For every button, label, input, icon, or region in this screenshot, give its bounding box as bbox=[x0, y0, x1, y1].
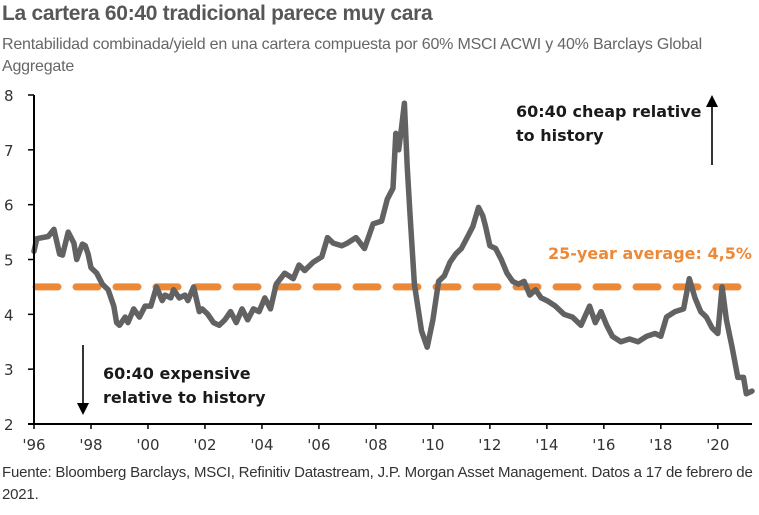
x-tick-label: '20 bbox=[706, 436, 729, 454]
x-ticks: '96 '98 '00 '02 '04 '06 '08 '10 '12 '14 '16 '18 '20 bbox=[22, 424, 729, 454]
arrow-up-icon bbox=[706, 95, 718, 165]
x-tick-label: '02 bbox=[193, 436, 216, 454]
annotation-cheap-line1: 60:40 cheap relative bbox=[516, 102, 702, 121]
series-layer bbox=[31, 100, 755, 397]
x-tick-label: '06 bbox=[307, 436, 330, 454]
x-tick-label: '14 bbox=[535, 436, 558, 454]
axes: 2 3 4 5 6 7 8 '96 '98 '00 '02 '04 '06 '08 '10 '12 '14 '1… bbox=[4, 87, 752, 454]
series-line bbox=[31, 100, 755, 397]
y-tick-label: 7 bbox=[4, 142, 14, 160]
chart-title: La cartera 60:40 tradicional parece muy … bbox=[2, 2, 433, 25]
annotation-expensive-line2: relative to history bbox=[103, 388, 266, 407]
x-tick-label: '18 bbox=[649, 436, 672, 454]
x-tick-label: '04 bbox=[250, 436, 273, 454]
annotation-cheap: 60:40 cheap relative to history bbox=[516, 95, 718, 165]
x-tick-label: '98 bbox=[79, 436, 102, 454]
annotation-expensive-line1: 60:40 expensive bbox=[103, 364, 251, 383]
x-tick-label: '12 bbox=[478, 436, 501, 454]
arrow-down-icon bbox=[77, 345, 89, 415]
x-tick-label: '16 bbox=[592, 436, 615, 454]
y-tick-label: 3 bbox=[4, 361, 14, 379]
x-tick-label: '08 bbox=[364, 436, 387, 454]
y-tick-label: 8 bbox=[4, 87, 14, 105]
y-tick-label: 6 bbox=[4, 197, 14, 215]
y-tick-label: 2 bbox=[4, 416, 14, 434]
y-ticks: 2 3 4 5 6 7 8 bbox=[4, 87, 34, 434]
y-tick-label: 5 bbox=[4, 252, 14, 270]
x-tick-label: '00 bbox=[136, 436, 159, 454]
annotation-cheap-line2: to history bbox=[516, 126, 604, 145]
annotation-expensive: 60:40 expensive relative to history bbox=[77, 345, 266, 415]
source-note: Fuente: Bloomberg Barclays, MSCI, Refini… bbox=[2, 464, 753, 503]
chart-subtitle: Rentabilidad combinada/yield en una cart… bbox=[2, 36, 702, 75]
average-label: 25-year average: 4,5% bbox=[548, 244, 752, 263]
x-tick-label: '96 bbox=[22, 436, 45, 454]
x-tick-label: '10 bbox=[421, 436, 444, 454]
y-tick-label: 4 bbox=[4, 306, 14, 324]
